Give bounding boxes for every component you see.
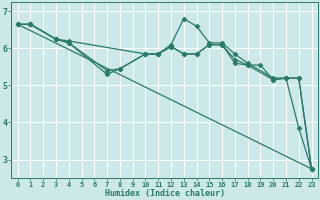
X-axis label: Humidex (Indice chaleur): Humidex (Indice chaleur) (105, 189, 225, 198)
